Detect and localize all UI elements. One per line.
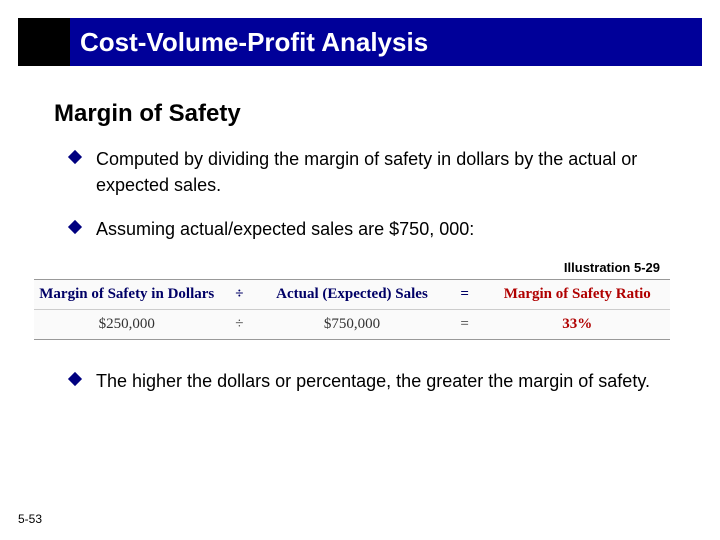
diamond-icon xyxy=(68,150,82,164)
slide-title: Cost-Volume-Profit Analysis xyxy=(80,27,428,58)
formula-table: Margin of Safety in Dollars ÷ Actual (Ex… xyxy=(34,280,670,339)
bullet-list: Computed by dividing the margin of safet… xyxy=(54,146,680,242)
diamond-icon xyxy=(68,220,82,234)
bullet-text: The higher the dollars or percentage, th… xyxy=(96,371,650,391)
bullet-item: Assuming actual/expected sales are $750,… xyxy=(96,216,680,242)
page-number: 5-53 xyxy=(18,512,42,526)
operator-cell: ÷ xyxy=(220,280,260,310)
bullet-item: The higher the dollars or percentage, th… xyxy=(96,368,680,394)
formula-box: Margin of Safety in Dollars ÷ Actual (Ex… xyxy=(34,279,670,340)
formula-value-cell: $250,000 xyxy=(34,310,220,340)
illustration-label: Illustration 5-29 xyxy=(54,260,680,275)
formula-header-cell: Margin of Safety in Dollars xyxy=(34,280,220,310)
title-inner: Cost-Volume-Profit Analysis xyxy=(70,18,702,66)
bullet-list: The higher the dollars or percentage, th… xyxy=(54,368,680,394)
operator-cell: ÷ xyxy=(220,310,260,340)
bullet-text: Assuming actual/expected sales are $750,… xyxy=(96,219,474,239)
formula-value-cell: $750,000 xyxy=(259,310,445,340)
operator-cell: = xyxy=(445,280,485,310)
formula-header-cell: Margin of Safety Ratio xyxy=(484,280,670,310)
bullet-text: Computed by dividing the margin of safet… xyxy=(96,149,637,195)
diamond-icon xyxy=(68,372,82,386)
formula-header-cell: Actual (Expected) Sales xyxy=(259,280,445,310)
section-heading: Margin of Safety xyxy=(54,100,680,128)
formula-value-cell: 33% xyxy=(484,310,670,340)
content-area: Margin of Safety Computed by dividing th… xyxy=(54,100,680,412)
formula-values-row: $250,000 ÷ $750,000 = 33% xyxy=(34,310,670,340)
title-bar: Cost-Volume-Profit Analysis xyxy=(18,18,702,66)
formula-header-row: Margin of Safety in Dollars ÷ Actual (Ex… xyxy=(34,280,670,310)
bullet-item: Computed by dividing the margin of safet… xyxy=(96,146,680,198)
operator-cell: = xyxy=(445,310,485,340)
